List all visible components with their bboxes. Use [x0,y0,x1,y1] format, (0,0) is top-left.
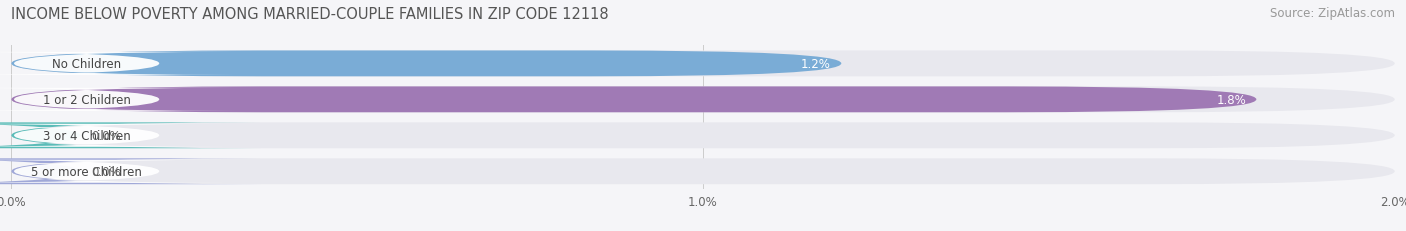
FancyBboxPatch shape [11,87,1395,113]
Text: 0.0%: 0.0% [91,129,121,142]
FancyBboxPatch shape [11,51,1395,77]
FancyBboxPatch shape [11,123,1395,149]
Text: 1 or 2 Children: 1 or 2 Children [42,93,131,106]
FancyBboxPatch shape [0,123,260,149]
FancyBboxPatch shape [0,160,235,183]
Text: Source: ZipAtlas.com: Source: ZipAtlas.com [1270,7,1395,20]
FancyBboxPatch shape [0,159,260,184]
Text: No Children: No Children [52,58,121,71]
FancyBboxPatch shape [0,124,235,147]
FancyBboxPatch shape [11,51,841,77]
FancyBboxPatch shape [11,87,1257,113]
Text: 3 or 4 Children: 3 or 4 Children [42,129,131,142]
FancyBboxPatch shape [11,159,1395,184]
Text: INCOME BELOW POVERTY AMONG MARRIED-COUPLE FAMILIES IN ZIP CODE 12118: INCOME BELOW POVERTY AMONG MARRIED-COUPL… [11,7,609,22]
Text: 1.2%: 1.2% [801,58,831,71]
Text: 5 or more Children: 5 or more Children [31,165,142,178]
Text: 1.8%: 1.8% [1216,93,1246,106]
FancyBboxPatch shape [0,88,235,111]
Text: 0.0%: 0.0% [91,165,121,178]
FancyBboxPatch shape [0,53,235,76]
